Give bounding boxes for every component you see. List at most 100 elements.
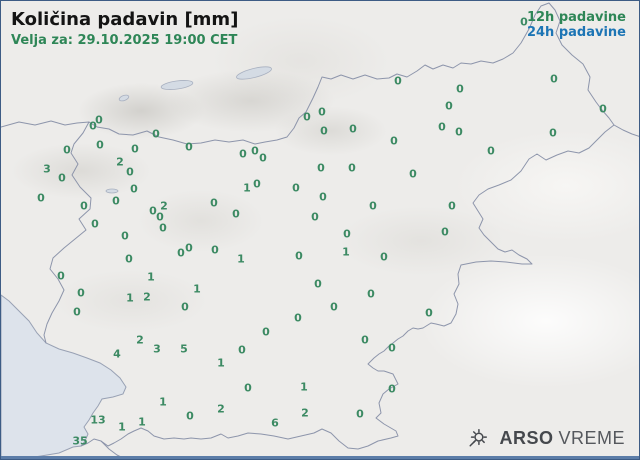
toggle-12h-precipitation[interactable]: 12h padavine bbox=[526, 10, 626, 25]
station-value: 0 bbox=[390, 134, 398, 148]
station-value: 0 bbox=[244, 381, 252, 395]
station-value: 0 bbox=[63, 143, 71, 157]
station-value: 2 bbox=[136, 333, 144, 347]
station-value: 0 bbox=[303, 110, 311, 124]
station-value: 0 bbox=[131, 142, 139, 156]
sun-icon bbox=[469, 429, 488, 447]
station-value: 1 bbox=[126, 291, 134, 305]
station-value: 0 bbox=[185, 140, 193, 154]
station-value: 0 bbox=[130, 182, 138, 196]
layer-legend: 12h padavine 24h padavine bbox=[526, 10, 626, 41]
station-value: 0 bbox=[253, 177, 261, 191]
station-value: 0 bbox=[259, 151, 267, 165]
station-value: 3 bbox=[153, 342, 161, 356]
station-value: 3 bbox=[43, 162, 51, 176]
station-value: 0 bbox=[57, 269, 65, 283]
brand-arso: ARSO bbox=[499, 427, 554, 448]
station-value: 0 bbox=[73, 305, 81, 319]
station-value: 0 bbox=[91, 217, 99, 231]
station-value: 5 bbox=[180, 342, 188, 356]
map-title: Količina padavin [mm] bbox=[11, 9, 239, 30]
brand-text: ARSO VREME bbox=[499, 428, 625, 449]
station-value: 0 bbox=[520, 15, 528, 29]
station-value: 0 bbox=[349, 122, 357, 136]
station-value: 0 bbox=[185, 241, 193, 255]
arso-vreme-logo: ARSO VREME bbox=[467, 427, 625, 449]
station-value: 0 bbox=[295, 249, 303, 263]
station-value: 2 bbox=[143, 290, 151, 304]
station-value: 0 bbox=[320, 124, 328, 138]
station-value: 0 bbox=[125, 252, 133, 266]
station-value: 0 bbox=[89, 119, 97, 133]
station-value: 0 bbox=[292, 181, 300, 195]
station-value: 2 bbox=[217, 402, 225, 416]
border-hu-stub bbox=[613, 124, 639, 137]
border-istria-stub bbox=[100, 440, 127, 459]
station-value: 2 bbox=[116, 155, 124, 169]
station-value: 0 bbox=[356, 407, 364, 421]
station-value: 0 bbox=[58, 171, 66, 185]
brand-vreme: VREME bbox=[558, 427, 625, 448]
station-value: 0 bbox=[294, 311, 302, 325]
station-value: 0 bbox=[112, 194, 120, 208]
station-value: 0 bbox=[80, 199, 88, 213]
station-value: 0 bbox=[319, 190, 327, 204]
station-value: 1 bbox=[217, 356, 225, 370]
station-value: 0 bbox=[445, 99, 453, 113]
toggle-24h-precipitation[interactable]: 24h padavine bbox=[526, 24, 626, 40]
border-west bbox=[43, 121, 92, 344]
station-value: 0 bbox=[232, 207, 240, 221]
station-value: 1 bbox=[118, 420, 126, 434]
lake bbox=[236, 66, 272, 80]
station-value: 0 bbox=[456, 82, 464, 96]
station-value: 1 bbox=[147, 270, 155, 284]
station-value: 0 bbox=[314, 277, 322, 291]
station-value: 1 bbox=[138, 415, 146, 429]
station-value: 0 bbox=[550, 72, 558, 86]
lake bbox=[160, 80, 194, 90]
station-value: 0 bbox=[425, 306, 433, 320]
station-value: 0 bbox=[152, 127, 160, 141]
station-value: 0 bbox=[394, 74, 402, 88]
station-value: 0 bbox=[361, 333, 369, 347]
station-value: 0 bbox=[181, 300, 189, 314]
station-value: 0 bbox=[409, 167, 417, 181]
station-value: 0 bbox=[95, 113, 103, 127]
station-value: 0 bbox=[149, 204, 157, 218]
station-value: 2 bbox=[301, 406, 309, 420]
station-value: 0 bbox=[330, 300, 338, 314]
station-value: 6 bbox=[271, 416, 279, 430]
station-value: 0 bbox=[159, 221, 167, 235]
station-value: 1 bbox=[193, 282, 201, 296]
station-value: 0 bbox=[37, 191, 45, 205]
station-value: 4 bbox=[113, 347, 121, 361]
station-value: 0 bbox=[210, 196, 218, 210]
station-value: 1 bbox=[342, 245, 350, 259]
adriatic-sea bbox=[1, 294, 127, 459]
bottom-bar bbox=[1, 456, 639, 459]
station-value: 0 bbox=[343, 227, 351, 241]
station-value: 0 bbox=[317, 161, 325, 175]
station-value: 0 bbox=[77, 286, 85, 300]
station-value: 0 bbox=[121, 229, 129, 243]
station-value: 0 bbox=[388, 341, 396, 355]
station-value: 1 bbox=[300, 380, 308, 394]
station-value: 0 bbox=[126, 165, 134, 179]
station-value: 0 bbox=[448, 199, 456, 213]
station-value: 0 bbox=[311, 210, 319, 224]
station-value: 0 bbox=[96, 138, 104, 152]
station-value: 0 bbox=[369, 199, 377, 213]
station-value: 0 bbox=[177, 246, 185, 260]
station-value: 0 bbox=[438, 120, 446, 134]
station-value: 0 bbox=[238, 343, 246, 357]
station-value: 0 bbox=[441, 225, 449, 239]
station-value: 0 bbox=[367, 287, 375, 301]
border-north-east-south bbox=[1, 2, 615, 450]
station-value: 0 bbox=[599, 102, 607, 116]
lake bbox=[105, 188, 119, 194]
station-value: 0 bbox=[251, 144, 259, 158]
map-header: Količina padavin [mm] Velja za: 29.10.20… bbox=[11, 9, 238, 48]
station-value: 0 bbox=[380, 250, 388, 264]
